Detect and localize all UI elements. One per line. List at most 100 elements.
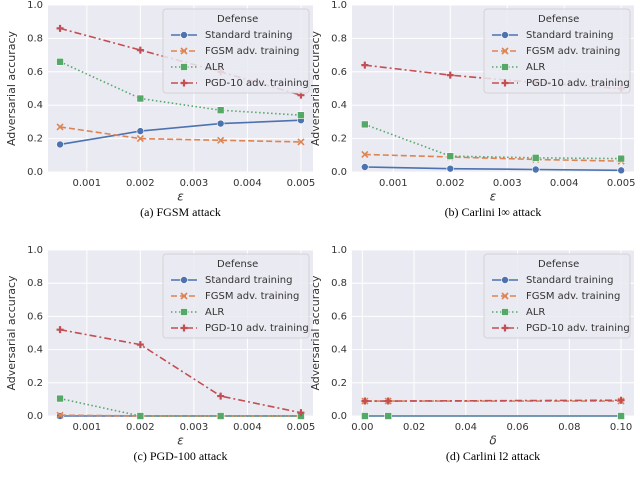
marker xyxy=(216,119,225,128)
x-tick-label: 0.06 xyxy=(506,422,528,433)
chart-panel: 0.0 0.2 0.4 0.6 0.8 1.0 0.00 0.02 0.04 0.06 0.08 0.… xyxy=(309,245,634,463)
x-axis-label: ε xyxy=(177,434,184,448)
y-tick-label: 0.2 xyxy=(27,134,43,145)
caption: (c) PGD-100 attack xyxy=(134,449,228,463)
chart-panel: 0.0 0.2 0.4 0.6 0.8 1.0 0.001 0.002 0.003 0.004 0.… xyxy=(5,245,315,463)
marker xyxy=(180,276,188,284)
marker xyxy=(136,135,144,143)
x-tick-label: 0.003 xyxy=(493,178,522,189)
marker xyxy=(56,123,64,131)
x-axis-label: ε xyxy=(177,190,184,204)
marker xyxy=(180,308,188,316)
marker xyxy=(501,276,509,284)
x-tick-label: 0.005 xyxy=(287,422,316,433)
y-axis-label: Adversarial accuracy xyxy=(5,30,18,146)
legend: Defense Standard training FGSM adv. traini… xyxy=(162,8,310,94)
legend-label: ALR xyxy=(526,307,545,318)
legend: Defense Standard training FGSM adv. traini… xyxy=(162,253,310,339)
legend-label: Standard training xyxy=(526,275,613,286)
marker xyxy=(217,392,225,400)
marker xyxy=(531,154,540,162)
marker xyxy=(446,71,454,79)
series-line xyxy=(59,328,302,414)
legend-title: Defense xyxy=(538,259,579,270)
caption: (d) Carlini l2 attack xyxy=(446,449,540,463)
legend-label: FGSM adv. training xyxy=(205,291,299,302)
series-line xyxy=(364,166,622,172)
x-tick-label: 0.08 xyxy=(558,422,580,433)
marker xyxy=(361,150,369,159)
x-tick-label: 0.002 xyxy=(126,178,155,189)
legend-box xyxy=(162,8,310,94)
y-tick-label: 0.2 xyxy=(27,378,43,389)
y-tick-label: 1.0 xyxy=(27,245,43,256)
y-tick-label: 0.8 xyxy=(331,33,347,44)
y-tick-label: 0.0 xyxy=(331,411,347,422)
marker xyxy=(136,341,144,349)
legend-label: FGSM adv. training xyxy=(205,46,299,57)
marker xyxy=(361,397,369,405)
marker xyxy=(617,412,625,420)
marker xyxy=(180,79,188,87)
legend-label: ALR xyxy=(526,62,545,73)
series-line xyxy=(59,397,301,417)
series-line xyxy=(364,153,622,162)
y-tick-label: 0.6 xyxy=(27,67,43,78)
y-tick-label: 1.0 xyxy=(331,245,347,256)
chart-panel: 0.0 0.2 0.4 0.6 0.8 1.0 0.001 0.002 0.003 0.004 0.… xyxy=(309,0,636,219)
x-tick-label: 0.004 xyxy=(550,178,579,189)
marker xyxy=(617,396,625,404)
legend-label: Standard training xyxy=(526,30,613,41)
x-axis-label: δ xyxy=(489,434,496,448)
marker xyxy=(297,409,305,417)
x-tick-label: 0.004 xyxy=(233,422,262,433)
marker xyxy=(180,324,188,332)
marker xyxy=(501,79,509,87)
legend-label: PGD-10 adv. training xyxy=(205,78,309,89)
y-tick-label: 1.0 xyxy=(27,0,43,11)
y-tick-label: 0.2 xyxy=(331,134,347,145)
marker xyxy=(217,136,225,144)
y-tick-label: 0.2 xyxy=(331,378,347,389)
y-tick-label: 0.8 xyxy=(27,33,43,44)
marker xyxy=(56,57,64,66)
y-tick-label: 1.0 xyxy=(331,0,347,11)
y-tick-label: 0.6 xyxy=(331,67,347,78)
marker xyxy=(384,412,393,420)
x-tick-label: 0.02 xyxy=(403,422,425,433)
x-tick-label: 0.001 xyxy=(379,178,408,189)
marker xyxy=(501,47,509,55)
marker xyxy=(531,165,540,174)
marker xyxy=(617,166,625,175)
marker xyxy=(446,152,455,160)
caption: (b) Carlini l∞ attack xyxy=(445,205,542,219)
series-line xyxy=(59,61,302,117)
x-tick-label: 0.005 xyxy=(287,178,316,189)
marker xyxy=(56,140,64,149)
legend-label: FGSM adv. training xyxy=(526,46,620,57)
y-tick-label: 0.0 xyxy=(331,167,347,178)
x-tick-label: 0.002 xyxy=(126,422,155,433)
marker xyxy=(297,138,305,146)
y-axis-label: Adversarial accuracy xyxy=(5,275,18,391)
marker xyxy=(216,412,225,420)
legend-label: PGD-10 adv. training xyxy=(526,78,630,89)
x-tick-label: 0.10 xyxy=(610,422,632,433)
y-tick-label: 0.6 xyxy=(331,311,347,322)
marker xyxy=(361,412,369,420)
y-tick-label: 0.4 xyxy=(27,345,43,356)
legend: Defense Standard training FGSM adv. traini… xyxy=(483,8,631,94)
y-tick-label: 0.8 xyxy=(331,278,347,289)
marker xyxy=(180,47,188,55)
legend-box xyxy=(162,253,310,339)
marker xyxy=(136,412,145,420)
marker xyxy=(361,61,369,69)
legend-label: Standard training xyxy=(205,30,292,41)
y-tick-label: 0.0 xyxy=(27,167,43,178)
marker xyxy=(180,292,188,300)
marker xyxy=(384,397,392,405)
x-tick-label: 0.004 xyxy=(233,178,262,189)
legend-label: ALR xyxy=(205,307,224,318)
y-axis-label: Adversarial accuracy xyxy=(309,30,322,146)
y-tick-label: 0.8 xyxy=(27,278,43,289)
